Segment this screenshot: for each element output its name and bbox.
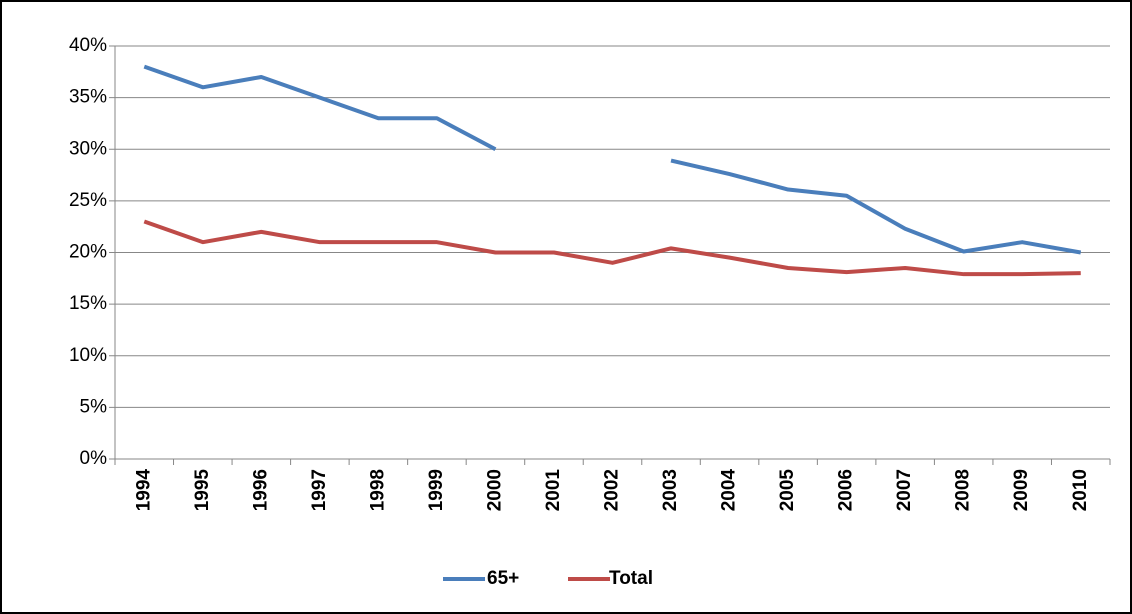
y-tick-label: 5% bbox=[80, 396, 108, 417]
x-tick-label: 2010 bbox=[1070, 469, 1091, 511]
x-tick-label: 2007 bbox=[894, 469, 915, 511]
x-tick-label: 2009 bbox=[1011, 469, 1032, 511]
y-tick-label: 20% bbox=[69, 242, 107, 263]
series-line bbox=[143, 219, 1081, 277]
x-tick-label: 2003 bbox=[660, 469, 681, 511]
y-tick-label: 15% bbox=[69, 293, 107, 314]
x-tick-label: 2005 bbox=[777, 469, 798, 512]
x-tick-label: 2006 bbox=[836, 469, 857, 511]
x-tick-label: 2004 bbox=[719, 469, 740, 512]
x-tick-label: 1994 bbox=[133, 469, 154, 512]
x-tick-label: 1998 bbox=[367, 469, 388, 511]
y-tick-label: 0% bbox=[80, 448, 108, 469]
y-tick-label: 10% bbox=[69, 345, 107, 366]
series-line bbox=[143, 64, 1082, 255]
x-tick-label: 1997 bbox=[309, 469, 330, 511]
y-tick-label: 25% bbox=[69, 190, 107, 211]
x-tick-label: 2002 bbox=[602, 469, 623, 511]
x-tick-label: 1996 bbox=[250, 469, 271, 511]
y-tick-label: 40% bbox=[69, 35, 107, 56]
legend-label: Total bbox=[609, 568, 653, 589]
x-tick-label: 1999 bbox=[426, 469, 447, 511]
y-tick-label: 35% bbox=[69, 87, 107, 108]
x-tick-label: 2000 bbox=[484, 469, 505, 511]
y-tick-label: 30% bbox=[69, 138, 107, 159]
x-tick-label: 1995 bbox=[192, 469, 213, 512]
legend-label: 65+ bbox=[487, 568, 519, 589]
x-tick-label: 2008 bbox=[953, 469, 974, 511]
x-tick-label: 2001 bbox=[543, 469, 564, 512]
